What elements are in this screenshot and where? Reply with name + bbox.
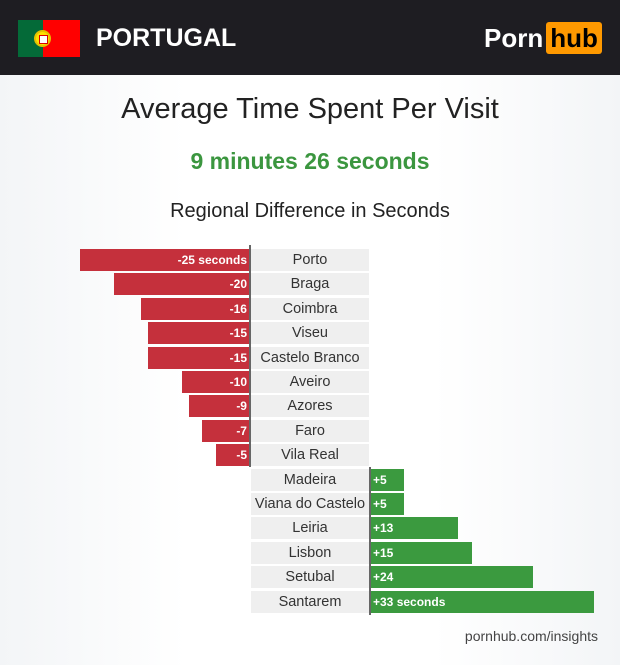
- category-label: Castelo Branco: [251, 346, 369, 369]
- average-time: 9 minutes 26 seconds: [190, 148, 430, 174]
- bar: +5: [370, 493, 404, 515]
- positive-axis-line: [369, 466, 371, 615]
- category-label: Coimbra: [251, 297, 369, 320]
- category-label: Madeira: [251, 468, 369, 491]
- category-label: Vila Real: [251, 444, 369, 467]
- category-label: Santarem: [251, 590, 369, 613]
- bar: -15: [148, 322, 250, 345]
- header: PORTUGAL Porn hub: [0, 0, 620, 75]
- bar: +5: [370, 468, 404, 491]
- bar: -5: [216, 444, 250, 467]
- bar: -7: [202, 419, 250, 442]
- bar: -15: [148, 346, 250, 369]
- chart-title: Regional Difference in Seconds: [170, 200, 450, 222]
- negative-axis-line: [249, 245, 251, 467]
- category-label: Faro: [251, 419, 369, 442]
- category-label: Viana do Castelo: [251, 493, 369, 515]
- portugal-flag-icon: [18, 20, 80, 57]
- category-label: Lisbon: [251, 541, 369, 564]
- logo-badge: hub: [546, 22, 602, 54]
- logo: Porn hub: [484, 22, 602, 54]
- bar: -25 seconds: [80, 249, 250, 271]
- bar: +15: [370, 541, 472, 564]
- bar: +13: [370, 517, 459, 540]
- category-label: Braga: [251, 273, 369, 296]
- category-label: Leiria: [251, 517, 369, 540]
- bar: -16: [141, 297, 250, 320]
- bar: -10: [182, 371, 250, 393]
- category-label: Viseu: [251, 322, 369, 345]
- category-label: Porto: [251, 249, 369, 271]
- bar: +33 seconds: [370, 590, 595, 613]
- logo-text: Porn: [484, 22, 544, 53]
- source-link[interactable]: pornhub.com/insights: [464, 628, 598, 644]
- category-label: Setubal: [251, 566, 369, 589]
- bar: +24: [370, 566, 534, 589]
- bar: -20: [114, 273, 250, 296]
- bar: -9: [188, 395, 250, 418]
- category-label: Aveiro: [251, 371, 369, 393]
- category-label: Azores: [251, 395, 369, 418]
- country-name: PORTUGAL: [96, 24, 237, 52]
- page-title: Average Time Spent Per Visit: [121, 93, 499, 125]
